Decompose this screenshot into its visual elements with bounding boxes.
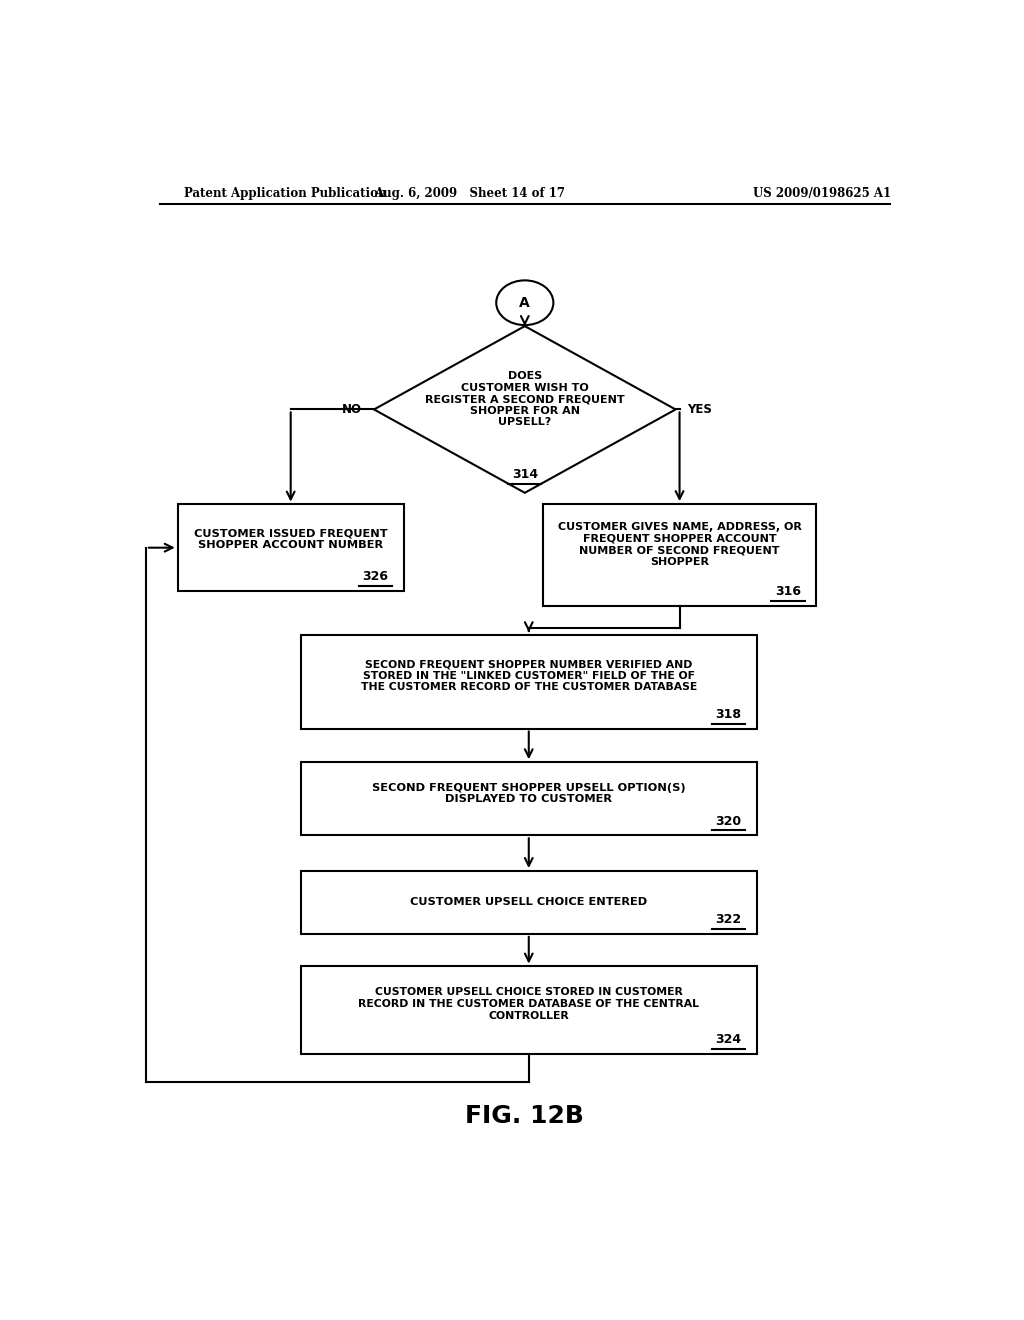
Text: 318: 318 [716, 708, 741, 721]
Bar [177, 504, 403, 591]
Bar [301, 966, 757, 1053]
Bar [301, 762, 757, 836]
Text: 326: 326 [362, 570, 388, 583]
Text: 324: 324 [716, 1034, 741, 1047]
Text: SECOND FREQUENT SHOPPER NUMBER VERIFIED AND
STORED IN THE "LINKED CUSTOMER" FIEL: SECOND FREQUENT SHOPPER NUMBER VERIFIED … [360, 659, 697, 693]
Bar [301, 635, 757, 729]
Text: CUSTOMER GIVES NAME, ADDRESS, OR
FREQUENT SHOPPER ACCOUNT
NUMBER OF SECOND FREQU: CUSTOMER GIVES NAME, ADDRESS, OR FREQUEN… [558, 523, 802, 568]
Text: US 2009/0198625 A1: US 2009/0198625 A1 [754, 187, 892, 201]
Text: A: A [519, 296, 530, 310]
Text: NO: NO [342, 403, 362, 416]
Text: Aug. 6, 2009   Sheet 14 of 17: Aug. 6, 2009 Sheet 14 of 17 [374, 187, 565, 201]
Text: 320: 320 [716, 814, 741, 828]
Text: 314: 314 [512, 469, 538, 480]
Bar [301, 871, 757, 935]
Text: CUSTOMER UPSELL CHOICE STORED IN CUSTOMER
RECORD IN THE CUSTOMER DATABASE OF THE: CUSTOMER UPSELL CHOICE STORED IN CUSTOME… [358, 987, 699, 1020]
Text: YES: YES [687, 403, 713, 416]
Text: CUSTOMER UPSELL CHOICE ENTERED: CUSTOMER UPSELL CHOICE ENTERED [411, 898, 647, 907]
Text: DOES
CUSTOMER WISH TO
REGISTER A SECOND FREQUENT
SHOPPER FOR AN
UPSELL?: DOES CUSTOMER WISH TO REGISTER A SECOND … [425, 371, 625, 428]
Text: SECOND FREQUENT SHOPPER UPSELL OPTION(S)
DISPLAYED TO CUSTOMER: SECOND FREQUENT SHOPPER UPSELL OPTION(S)… [372, 783, 686, 804]
Text: 322: 322 [716, 913, 741, 927]
Text: CUSTOMER ISSUED FREQUENT
SHOPPER ACCOUNT NUMBER: CUSTOMER ISSUED FREQUENT SHOPPER ACCOUNT… [194, 529, 387, 550]
Text: 316: 316 [775, 585, 801, 598]
Text: FIG. 12B: FIG. 12B [465, 1104, 585, 1127]
Text: Patent Application Publication: Patent Application Publication [183, 187, 386, 201]
Bar [543, 504, 816, 606]
